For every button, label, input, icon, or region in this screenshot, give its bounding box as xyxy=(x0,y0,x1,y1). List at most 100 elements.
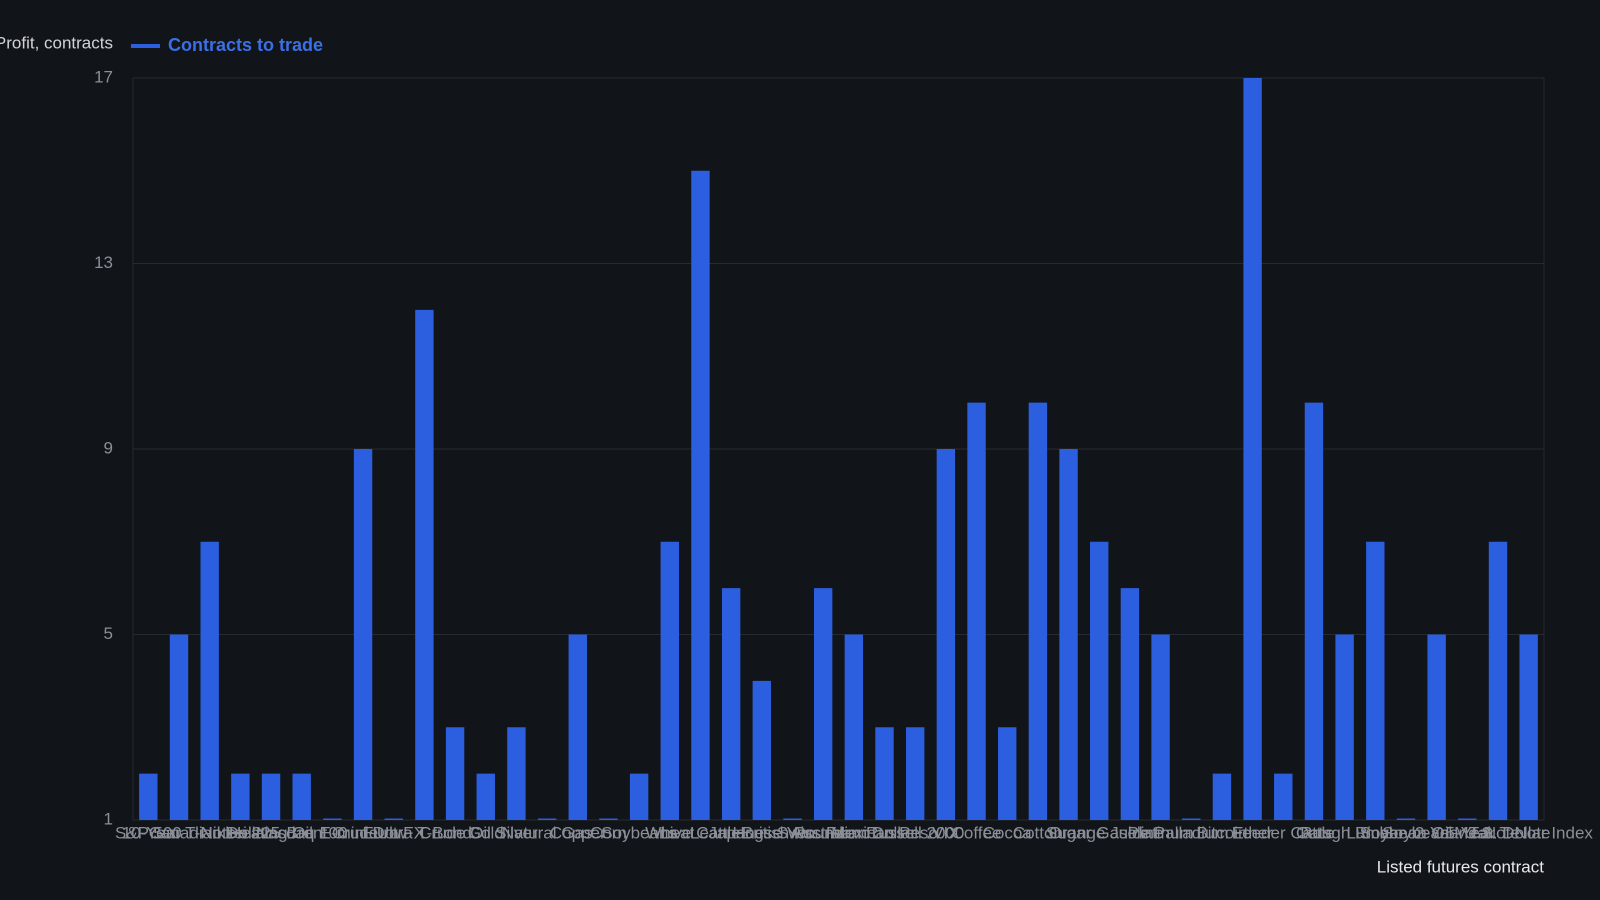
bar xyxy=(231,773,250,820)
bar xyxy=(139,773,158,820)
x-tick-label: 10-Year T-Note xyxy=(122,823,236,842)
bar xyxy=(936,449,956,820)
x-axis-title: Listed futures contract xyxy=(1377,857,1545,876)
bar xyxy=(415,309,434,820)
bar xyxy=(967,402,986,820)
bar xyxy=(1090,541,1109,820)
bar xyxy=(660,541,679,820)
x-tick-label: Wheat xyxy=(645,823,694,842)
bar xyxy=(1396,818,1416,820)
y-tick-label: 5 xyxy=(104,624,113,643)
x-tick-label: Crude Oil xyxy=(419,823,491,842)
bar xyxy=(783,818,802,820)
x-tick-label: Canadian Dollar xyxy=(149,823,271,842)
bar xyxy=(1212,773,1232,820)
bar xyxy=(169,634,189,820)
x-tick-label: Natural Gas xyxy=(502,823,593,842)
x-tick-label: VIX xyxy=(932,823,959,842)
x-tick-label: Lean Hogs xyxy=(690,823,772,842)
x-tick-label: Australian Dollar xyxy=(791,823,916,842)
bar xyxy=(813,588,833,820)
bar xyxy=(1335,634,1354,820)
x-tick-label: Japanese Yen xyxy=(708,823,815,842)
x-tick-label: Copper xyxy=(550,823,606,842)
bar xyxy=(1120,588,1140,820)
bar xyxy=(1059,449,1078,820)
bar xyxy=(568,634,587,820)
x-tick-label: Euro FX xyxy=(363,823,425,842)
x-tick-label: Live Cattle xyxy=(660,823,740,842)
x-tick-label: Bitcoin xyxy=(1196,823,1247,842)
x-tick-label: 5-Year T-Note xyxy=(1446,823,1551,842)
bar xyxy=(1427,634,1446,820)
x-tick-label: Coffee xyxy=(952,823,1002,842)
bar xyxy=(1274,773,1293,820)
bar xyxy=(1488,541,1508,820)
x-tick-label: Cotton xyxy=(1013,823,1063,842)
x-tick-label: Soybean Meal xyxy=(1382,823,1491,842)
bar xyxy=(752,680,772,820)
bar xyxy=(691,170,710,820)
bar xyxy=(998,727,1017,820)
x-tick-label: E-mini Dow xyxy=(320,823,408,842)
x-tick-label: S&P 500 xyxy=(115,823,182,842)
bar xyxy=(1243,78,1262,820)
bar xyxy=(537,818,557,820)
x-tick-label: Oats xyxy=(1296,823,1332,842)
x-tick-label: 2-Year T-Note xyxy=(1415,823,1520,842)
bar xyxy=(353,449,373,820)
x-tick-label: Platinum xyxy=(1128,823,1194,842)
x-tick-label: Gold xyxy=(468,823,504,842)
bar xyxy=(200,541,219,820)
bar xyxy=(384,818,403,820)
legend-hidden-entry[interactable]: Profit, contracts xyxy=(0,33,113,52)
bar xyxy=(292,773,311,820)
x-tick-label: Soybeans xyxy=(601,823,677,842)
bar xyxy=(1182,818,1201,820)
x-tick-label: Nikkei 225 xyxy=(201,823,280,842)
y-tick-label: 13 xyxy=(94,253,113,272)
x-tick-label: Feeder Cattle xyxy=(1232,823,1335,842)
bar xyxy=(629,773,649,820)
x-tick-label: Lumber xyxy=(1346,823,1404,842)
bar xyxy=(323,818,342,820)
y-tick-label: 1 xyxy=(104,809,113,828)
bar xyxy=(844,634,864,820)
x-tick-label: Silver xyxy=(495,823,538,842)
x-tick-label: Ether xyxy=(1232,823,1273,842)
x-tick-label: Corn xyxy=(590,823,627,842)
y-tick-label: 17 xyxy=(94,67,113,86)
x-tick-label: Cocoa xyxy=(983,823,1033,842)
x-tick-label: Rough Rice xyxy=(1300,823,1389,842)
bar xyxy=(599,818,618,820)
bar xyxy=(875,727,894,820)
bar xyxy=(1458,818,1477,820)
x-tick-label: U.S. Dollar Index xyxy=(1464,823,1593,842)
bar xyxy=(261,773,281,820)
x-tick-label: Heating Oil xyxy=(229,823,313,842)
bar xyxy=(721,588,741,820)
x-tick-label: Brent Crude xyxy=(287,823,379,842)
x-tick-label: Gasoline xyxy=(1096,823,1163,842)
bar xyxy=(1519,634,1538,820)
x-tick-label: Nasdaq 100 xyxy=(256,823,348,842)
x-tick-label: Sugar xyxy=(1046,823,1092,842)
x-tick-label: Palladium xyxy=(1154,823,1229,842)
x-tick-label: Ultra T-Bond xyxy=(377,823,472,842)
x-tick-label: Soybean Oil xyxy=(1360,823,1453,842)
legend-entry[interactable]: Contracts to trade xyxy=(168,35,323,55)
x-tick-label: Swiss Franc xyxy=(777,823,870,842)
x-tick-label: British Pound xyxy=(742,823,843,842)
bar xyxy=(507,727,526,820)
x-tick-label: Orange Juice xyxy=(1049,823,1150,842)
bar xyxy=(1151,634,1170,820)
x-tick-label: Russell 2000 xyxy=(866,823,964,842)
bar xyxy=(1304,402,1324,820)
bar xyxy=(905,727,925,820)
bar xyxy=(1028,402,1048,820)
y-tick-label: 9 xyxy=(104,438,113,457)
x-tick-label: Mexican Peso xyxy=(831,823,938,842)
bar xyxy=(445,727,465,820)
